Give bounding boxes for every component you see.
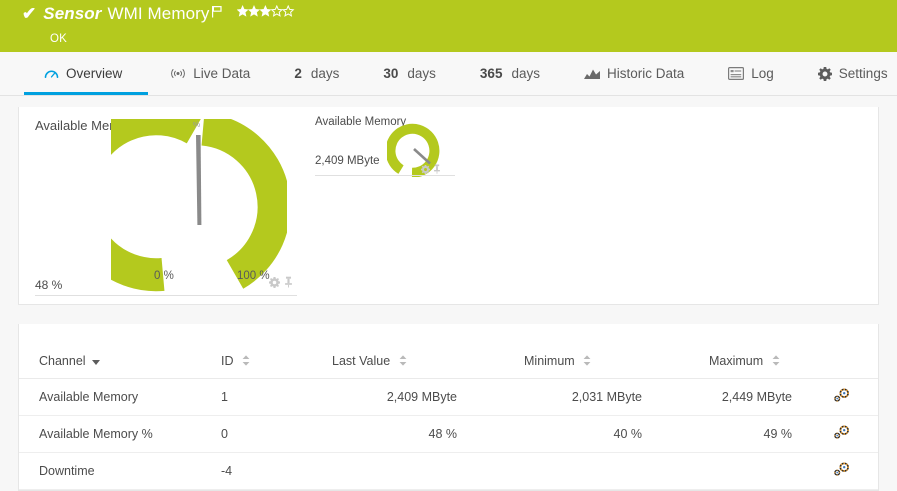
primary-gauge-scale-max: 100 % [237, 270, 270, 282]
cell-id: 0 [209, 415, 294, 453]
primary-gauge-graphic: % [111, 119, 287, 292]
channels-table-head: Channel ID Last Value [19, 350, 878, 379]
sort-updown-icon [772, 355, 780, 369]
channels-table: Channel ID Last Value [19, 350, 878, 490]
column-header-last-value-label: Last Value [332, 354, 391, 368]
gauges-panel: Available Memory % % 48 % 0 % 100 % [18, 107, 879, 305]
tab-live-data[interactable]: Live Data [148, 52, 272, 95]
tab-2-days-number: 2 [294, 66, 302, 81]
column-header-maximum-label: Maximum [709, 354, 764, 368]
caret-down-icon [91, 359, 100, 365]
tab-2-days[interactable]: 2 days [272, 52, 361, 95]
tab-30-days[interactable]: 30 days [361, 52, 458, 95]
tab-live-data-label: Live Data [193, 66, 251, 81]
table-header-row: Channel ID Last Value [19, 350, 878, 379]
cell-last-value [294, 452, 469, 490]
secondary-gauge-value: 2,409 MByte [315, 155, 380, 167]
sensor-name: WMI Memory [107, 4, 210, 23]
sensor-rating-stars[interactable] [236, 4, 295, 20]
secondary-gauge-graphic [387, 123, 440, 177]
channel-settings-icon[interactable] [833, 388, 850, 406]
cell-id: -4 [209, 452, 294, 490]
tab-overview-label: Overview [66, 66, 123, 81]
table-row[interactable]: Available Memory % 0 48 % 40 % 49 % [19, 415, 878, 453]
tab-historic-data[interactable]: Historic Data [562, 52, 706, 95]
tab-365-days[interactable]: 365 days [458, 52, 562, 95]
sensor-type-label: Sensor [43, 4, 102, 23]
gauge-icon [44, 66, 59, 81]
tab-2-days-label: days [310, 66, 340, 81]
cell-minimum [469, 452, 654, 490]
pin-icon[interactable] [433, 161, 441, 179]
secondary-gauge-tools [421, 161, 441, 179]
check-icon: ✔ [22, 4, 37, 23]
primary-gauge-value: 48 % [35, 278, 63, 292]
area-chart-icon [583, 68, 600, 80]
primary-gauge-scale-min: 0 % [154, 270, 174, 282]
sort-updown-icon [242, 355, 250, 369]
cell-actions[interactable] [804, 378, 878, 416]
gear-icon[interactable] [421, 161, 430, 179]
cell-actions[interactable] [804, 452, 878, 490]
table-row[interactable]: Downtime -4 [19, 452, 878, 490]
tab-30-days-label: days [407, 66, 436, 81]
column-header-last-value[interactable]: Last Value [294, 350, 469, 379]
cell-channel: Downtime [19, 452, 209, 490]
channels-table-body: Available Memory 1 2,409 MByte 2,031 MBy… [19, 378, 878, 490]
list-icon [728, 67, 745, 80]
cell-last-value: 2,409 MByte [294, 378, 469, 416]
primary-gauge[interactable]: Available Memory % % 48 % 0 % 100 % [19, 107, 309, 304]
tab-settings-label: Settings [838, 66, 888, 81]
sensor-header: ✔ Sensor WMI Memory OK [0, 0, 897, 52]
column-header-minimum[interactable]: Minimum [469, 350, 654, 379]
column-header-id[interactable]: ID [209, 350, 294, 379]
secondary-gauge-divider [315, 175, 455, 176]
cell-maximum: 49 % [654, 415, 804, 453]
broadcast-icon [170, 67, 186, 80]
secondary-gauge[interactable]: Available Memory 2,409 MByte [307, 107, 465, 304]
tab-overview[interactable]: Overview [24, 52, 149, 95]
column-header-actions [804, 350, 878, 379]
tab-settings[interactable]: Settings [796, 52, 897, 95]
tab-historic-data-label: Historic Data [606, 66, 685, 81]
column-header-channel[interactable]: Channel [19, 350, 209, 379]
cell-actions[interactable] [804, 415, 878, 453]
primary-gauge-divider [35, 295, 297, 296]
sort-updown-icon [399, 355, 407, 369]
channels-panel: Channel ID Last Value [18, 324, 879, 491]
sort-updown-icon [583, 355, 591, 369]
gear-icon[interactable] [269, 275, 280, 293]
cell-last-value: 48 % [294, 415, 469, 453]
cell-channel: Available Memory % [19, 415, 209, 453]
secondary-gauge-title: Available Memory [315, 116, 407, 128]
sensor-content: Available Memory % % 48 % 0 % 100 % [0, 107, 897, 491]
tab-30-days-number: 30 [383, 66, 399, 81]
column-header-channel-label: Channel [39, 354, 86, 369]
gear-icon [817, 66, 832, 81]
svg-text:%: % [192, 119, 201, 129]
pin-icon[interactable] [284, 275, 293, 293]
column-header-minimum-label: Minimum [524, 354, 575, 368]
column-header-maximum[interactable]: Maximum [654, 350, 804, 379]
sensor-header-titleline: ✔ Sensor WMI Memory [22, 4, 897, 30]
cell-minimum: 2,031 MByte [469, 378, 654, 416]
sensor-tabbar: Overview Live Data 2 days 30 days 365 da… [0, 52, 897, 96]
cell-maximum [654, 452, 804, 490]
cell-minimum: 40 % [469, 415, 654, 453]
cell-id: 1 [209, 378, 294, 416]
channel-settings-icon[interactable] [833, 462, 850, 480]
tab-365-days-label: days [511, 66, 540, 81]
tab-365-days-number: 365 [479, 66, 503, 81]
table-row[interactable]: Available Memory 1 2,409 MByte 2,031 MBy… [19, 378, 878, 416]
cell-maximum: 2,449 MByte [654, 378, 804, 416]
tab-log-label: Log [751, 66, 774, 81]
flag-icon[interactable] [211, 5, 223, 23]
cell-channel: Available Memory [19, 378, 209, 416]
column-header-id-label: ID [221, 354, 234, 368]
primary-gauge-tools [269, 275, 293, 293]
tab-log[interactable]: Log [706, 52, 796, 95]
sensor-status-text: OK [50, 33, 68, 45]
channel-settings-icon[interactable] [833, 425, 850, 443]
